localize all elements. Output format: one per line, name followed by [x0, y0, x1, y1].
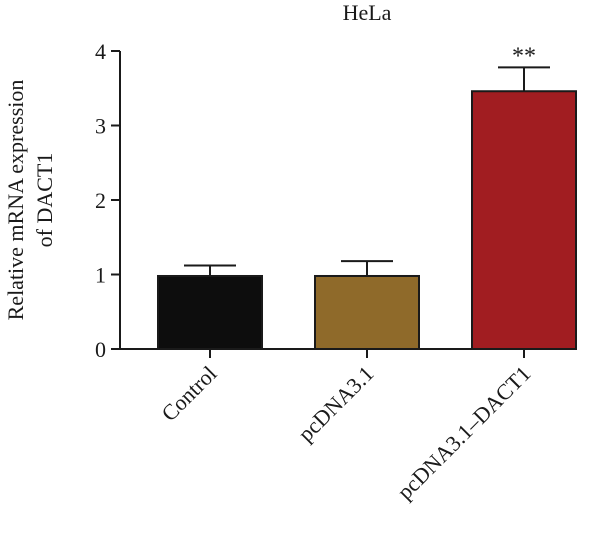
x-tick-label: pcDNA3.1–DACT1 — [392, 361, 535, 504]
y-tick-label: 2 — [95, 188, 106, 213]
y-tick-label: 0 — [95, 337, 106, 362]
bars — [157, 90, 577, 350]
bar — [471, 90, 577, 350]
y-axis-label-line2: of DACT1 — [32, 153, 57, 248]
chart-title: HeLa — [343, 0, 392, 25]
y-axis-label-line1: Relative mRNA expression — [3, 80, 28, 321]
y-tick-label: 1 — [95, 263, 106, 288]
bar — [314, 274, 420, 350]
x-tick-label: Control — [156, 361, 221, 426]
y-axis-label: Relative mRNA expression of DACT1 — [3, 80, 57, 321]
x-tick-labels: Control pcDNA3.1 pcDNA3.1–DACT1 — [156, 361, 535, 504]
y-tick-label: 3 — [95, 114, 106, 139]
y-tick-labels: 0 1 2 3 4 — [95, 39, 106, 362]
x-tick-label: pcDNA3.1 — [293, 361, 379, 447]
significance-annotation: ** — [512, 43, 536, 69]
bar — [157, 274, 263, 350]
error-bars — [184, 66, 550, 276]
annotations: ** — [512, 43, 536, 69]
y-tick-label: 4 — [95, 39, 106, 64]
